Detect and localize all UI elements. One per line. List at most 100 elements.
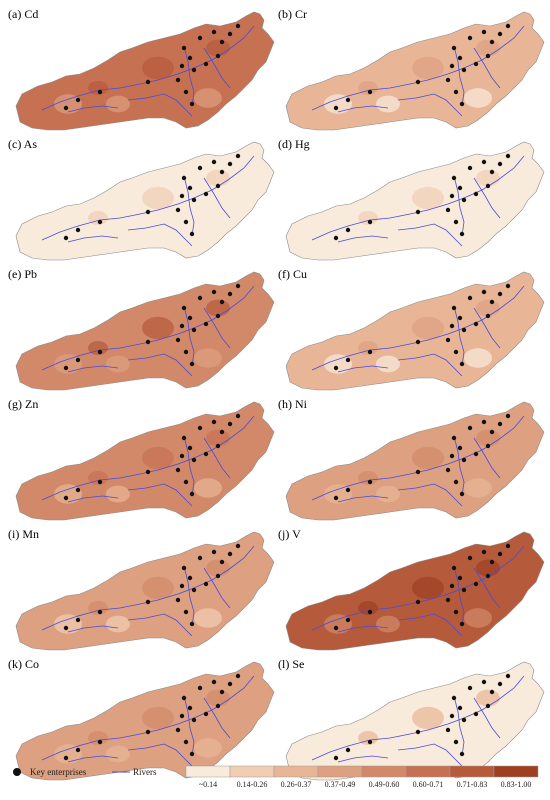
concentration-patch bbox=[194, 348, 222, 368]
key-enterprise-dot bbox=[181, 175, 187, 181]
key-enterprise-dot bbox=[191, 197, 197, 203]
river-line bbox=[311, 155, 525, 241]
key-enterprise-dot bbox=[459, 361, 465, 367]
key-enterprise-dot bbox=[235, 23, 241, 29]
key-enterprise-dot bbox=[227, 161, 233, 167]
key-enterprise-dot bbox=[187, 55, 193, 61]
panel-label: (d) Hg bbox=[278, 137, 310, 151]
legend-class-label: 0.71-0.83 bbox=[457, 780, 488, 789]
legend-swatch bbox=[449, 765, 495, 778]
key-enterprise-dot bbox=[345, 227, 351, 233]
key-enterprise-dot bbox=[183, 349, 189, 355]
key-enterprise-dot bbox=[175, 467, 181, 473]
river-line bbox=[67, 105, 119, 113]
key-enterprise-dot bbox=[97, 479, 103, 485]
key-enterprise-dot bbox=[451, 45, 457, 51]
key-enterprise-dot bbox=[75, 227, 81, 233]
legend-class-label: 0.60-0.71 bbox=[413, 780, 444, 789]
key-enterprise-dot bbox=[197, 555, 203, 561]
key-enterprise-dot bbox=[179, 713, 185, 719]
concentration-patch bbox=[142, 186, 174, 210]
map-panel-as: (c) As bbox=[8, 137, 275, 261]
river-line bbox=[67, 365, 119, 373]
concentration-patch bbox=[106, 355, 130, 373]
key-enterprise-dot bbox=[197, 35, 203, 41]
key-enterprise-dot bbox=[333, 105, 339, 111]
map-panel-ni: (h) Ni bbox=[278, 397, 545, 521]
key-enterprise-dot bbox=[415, 209, 421, 215]
river-line bbox=[473, 177, 501, 219]
river-line bbox=[337, 495, 389, 503]
key-enterprise-dot bbox=[211, 29, 217, 35]
river-line bbox=[203, 697, 231, 739]
key-enterprise-dot bbox=[235, 413, 241, 419]
river-line bbox=[183, 305, 195, 367]
key-enterprise-dot bbox=[97, 349, 103, 355]
key-enterprise-dot bbox=[461, 327, 467, 333]
concentration-patch bbox=[324, 354, 352, 374]
river-line bbox=[67, 235, 119, 243]
key-enterprise-dot bbox=[189, 231, 195, 237]
key-enterprise-dot bbox=[451, 435, 457, 441]
key-enterprise-dot bbox=[445, 337, 451, 343]
key-enterprise-dot bbox=[75, 357, 81, 363]
concentration-patch bbox=[142, 316, 174, 340]
concentration-patch bbox=[324, 744, 352, 764]
river-line bbox=[473, 697, 501, 739]
key-enterprise-dot bbox=[63, 105, 69, 111]
key-enterprise-dot bbox=[219, 429, 225, 435]
river-line bbox=[127, 353, 193, 377]
key-enterprise-dot bbox=[181, 435, 187, 441]
key-enterprise-dot bbox=[453, 479, 459, 485]
key-enterprise-dot bbox=[75, 617, 81, 623]
key-enterprise-dot bbox=[227, 291, 233, 297]
river-line bbox=[453, 45, 465, 107]
key-enterprise-dot bbox=[179, 193, 185, 199]
key-enterprise-dot bbox=[75, 97, 81, 103]
key-enterprise-dot bbox=[485, 183, 491, 189]
key-enterprise-dot bbox=[187, 315, 193, 321]
key-enterprise-legend-dot bbox=[13, 768, 21, 776]
map-panel-cr: (b) Cr bbox=[278, 7, 545, 131]
key-enterprise-dot bbox=[473, 581, 479, 587]
river-line bbox=[311, 545, 525, 631]
river-line bbox=[41, 285, 255, 371]
map-panels: (a) Cd (b) Cr (c) As (d) Hg (e) Pb (f) Cu (g) … bbox=[8, 7, 545, 781]
concentration-patch bbox=[412, 576, 444, 600]
river-line bbox=[41, 25, 255, 111]
river-line bbox=[311, 285, 525, 371]
key-enterprise-dot bbox=[505, 413, 511, 419]
concentration-patch bbox=[376, 615, 400, 633]
key-enterprise-dot bbox=[415, 469, 421, 475]
river-line bbox=[67, 755, 119, 763]
concentration-patch bbox=[142, 706, 174, 730]
river-line bbox=[473, 567, 501, 609]
key-enterprise-dot bbox=[367, 739, 373, 745]
key-enterprise-dot bbox=[333, 755, 339, 761]
key-enterprise-dot bbox=[211, 419, 217, 425]
river-line bbox=[127, 223, 193, 247]
key-enterprise-dot bbox=[489, 559, 495, 565]
key-enterprise-dot bbox=[191, 457, 197, 463]
key-enterprise-dot bbox=[459, 491, 465, 497]
river-line bbox=[183, 695, 195, 757]
key-enterprise-dot bbox=[481, 29, 487, 35]
key-enterprise-dot bbox=[145, 339, 151, 345]
key-enterprise-dot bbox=[181, 695, 187, 701]
key-enterprise-dot bbox=[505, 23, 511, 29]
key-enterprise-dot bbox=[181, 565, 187, 571]
key-enterprise-dot bbox=[219, 39, 225, 45]
key-enterprise-dot bbox=[227, 421, 233, 427]
key-enterprise-dot bbox=[415, 599, 421, 605]
river-line bbox=[127, 93, 193, 117]
key-enterprise-dot bbox=[473, 451, 479, 457]
panel-label: (k) Co bbox=[8, 657, 39, 671]
key-enterprise-dot bbox=[333, 495, 339, 501]
key-enterprise-dot bbox=[145, 209, 151, 215]
key-enterprise-dot bbox=[175, 337, 181, 343]
key-enterprise-dot bbox=[505, 543, 511, 549]
concentration-patch bbox=[106, 615, 130, 633]
river-line bbox=[473, 437, 501, 479]
key-enterprise-dot bbox=[219, 169, 225, 175]
key-enterprise-dot bbox=[457, 55, 463, 61]
